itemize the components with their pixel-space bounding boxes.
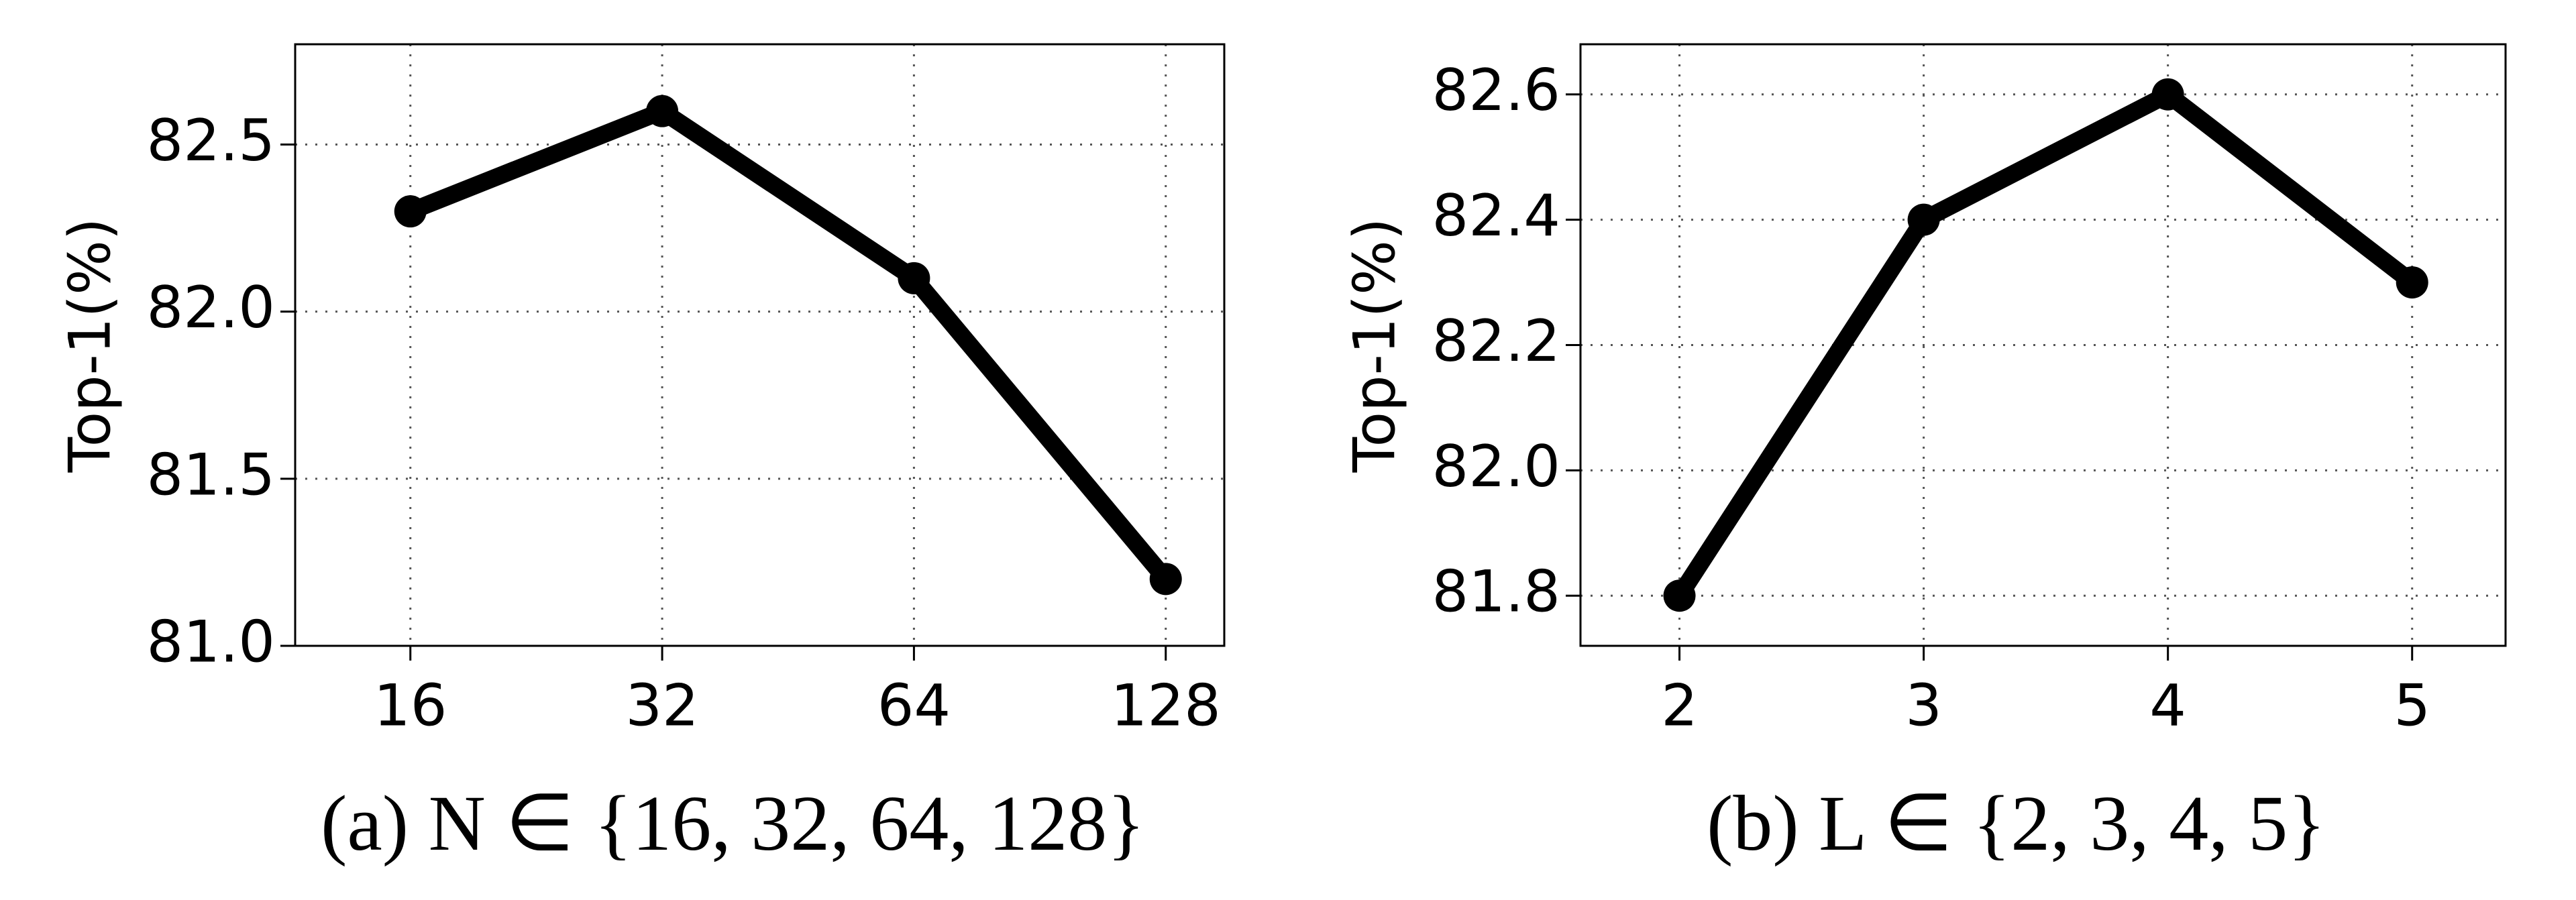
caption: (b) L ∈ {2, 3, 4, 5} <box>1707 779 2326 867</box>
y-axis-label: Top-1(%) <box>56 218 123 473</box>
y-tick-label: 82.6 <box>1432 57 1560 124</box>
y-tick-label: 82.0 <box>1432 433 1560 500</box>
x-tick-label: 128 <box>1111 672 1221 739</box>
y-tick-label: 82.5 <box>147 107 275 174</box>
x-tick-label: 32 <box>625 672 698 739</box>
data-point <box>394 195 427 228</box>
plot-frame <box>1579 43 2507 647</box>
y-tick-label: 82.4 <box>1432 182 1560 249</box>
y-tick-label: 81.5 <box>147 441 275 508</box>
x-tick-label: 4 <box>2149 672 2186 739</box>
data-point <box>898 262 930 294</box>
data-point <box>1907 203 1940 236</box>
y-tick-label: 81.8 <box>1432 559 1560 626</box>
caption: (a) N ∈ {16, 32, 64, 128} <box>321 779 1145 867</box>
y-tick-label: 82.2 <box>1432 308 1560 375</box>
data-point <box>2396 266 2428 299</box>
x-tick-label: 16 <box>374 672 447 739</box>
data-point <box>2151 78 2184 111</box>
x-tick-label: 5 <box>2394 672 2430 739</box>
data-point <box>1149 563 1182 596</box>
data-line <box>407 102 1173 585</box>
y-axis-label: Top-1(%) <box>1341 218 1408 473</box>
data-point <box>646 95 679 127</box>
x-tick-label: 2 <box>1661 672 1698 739</box>
plot-frame <box>294 43 1226 647</box>
x-tick-label: 64 <box>877 672 951 739</box>
y-tick-label: 81.0 <box>147 608 275 675</box>
data-line <box>1672 85 2418 601</box>
y-tick-label: 82.0 <box>147 274 275 341</box>
x-tick-label: 3 <box>1905 672 1942 739</box>
data-point <box>1663 579 1696 612</box>
